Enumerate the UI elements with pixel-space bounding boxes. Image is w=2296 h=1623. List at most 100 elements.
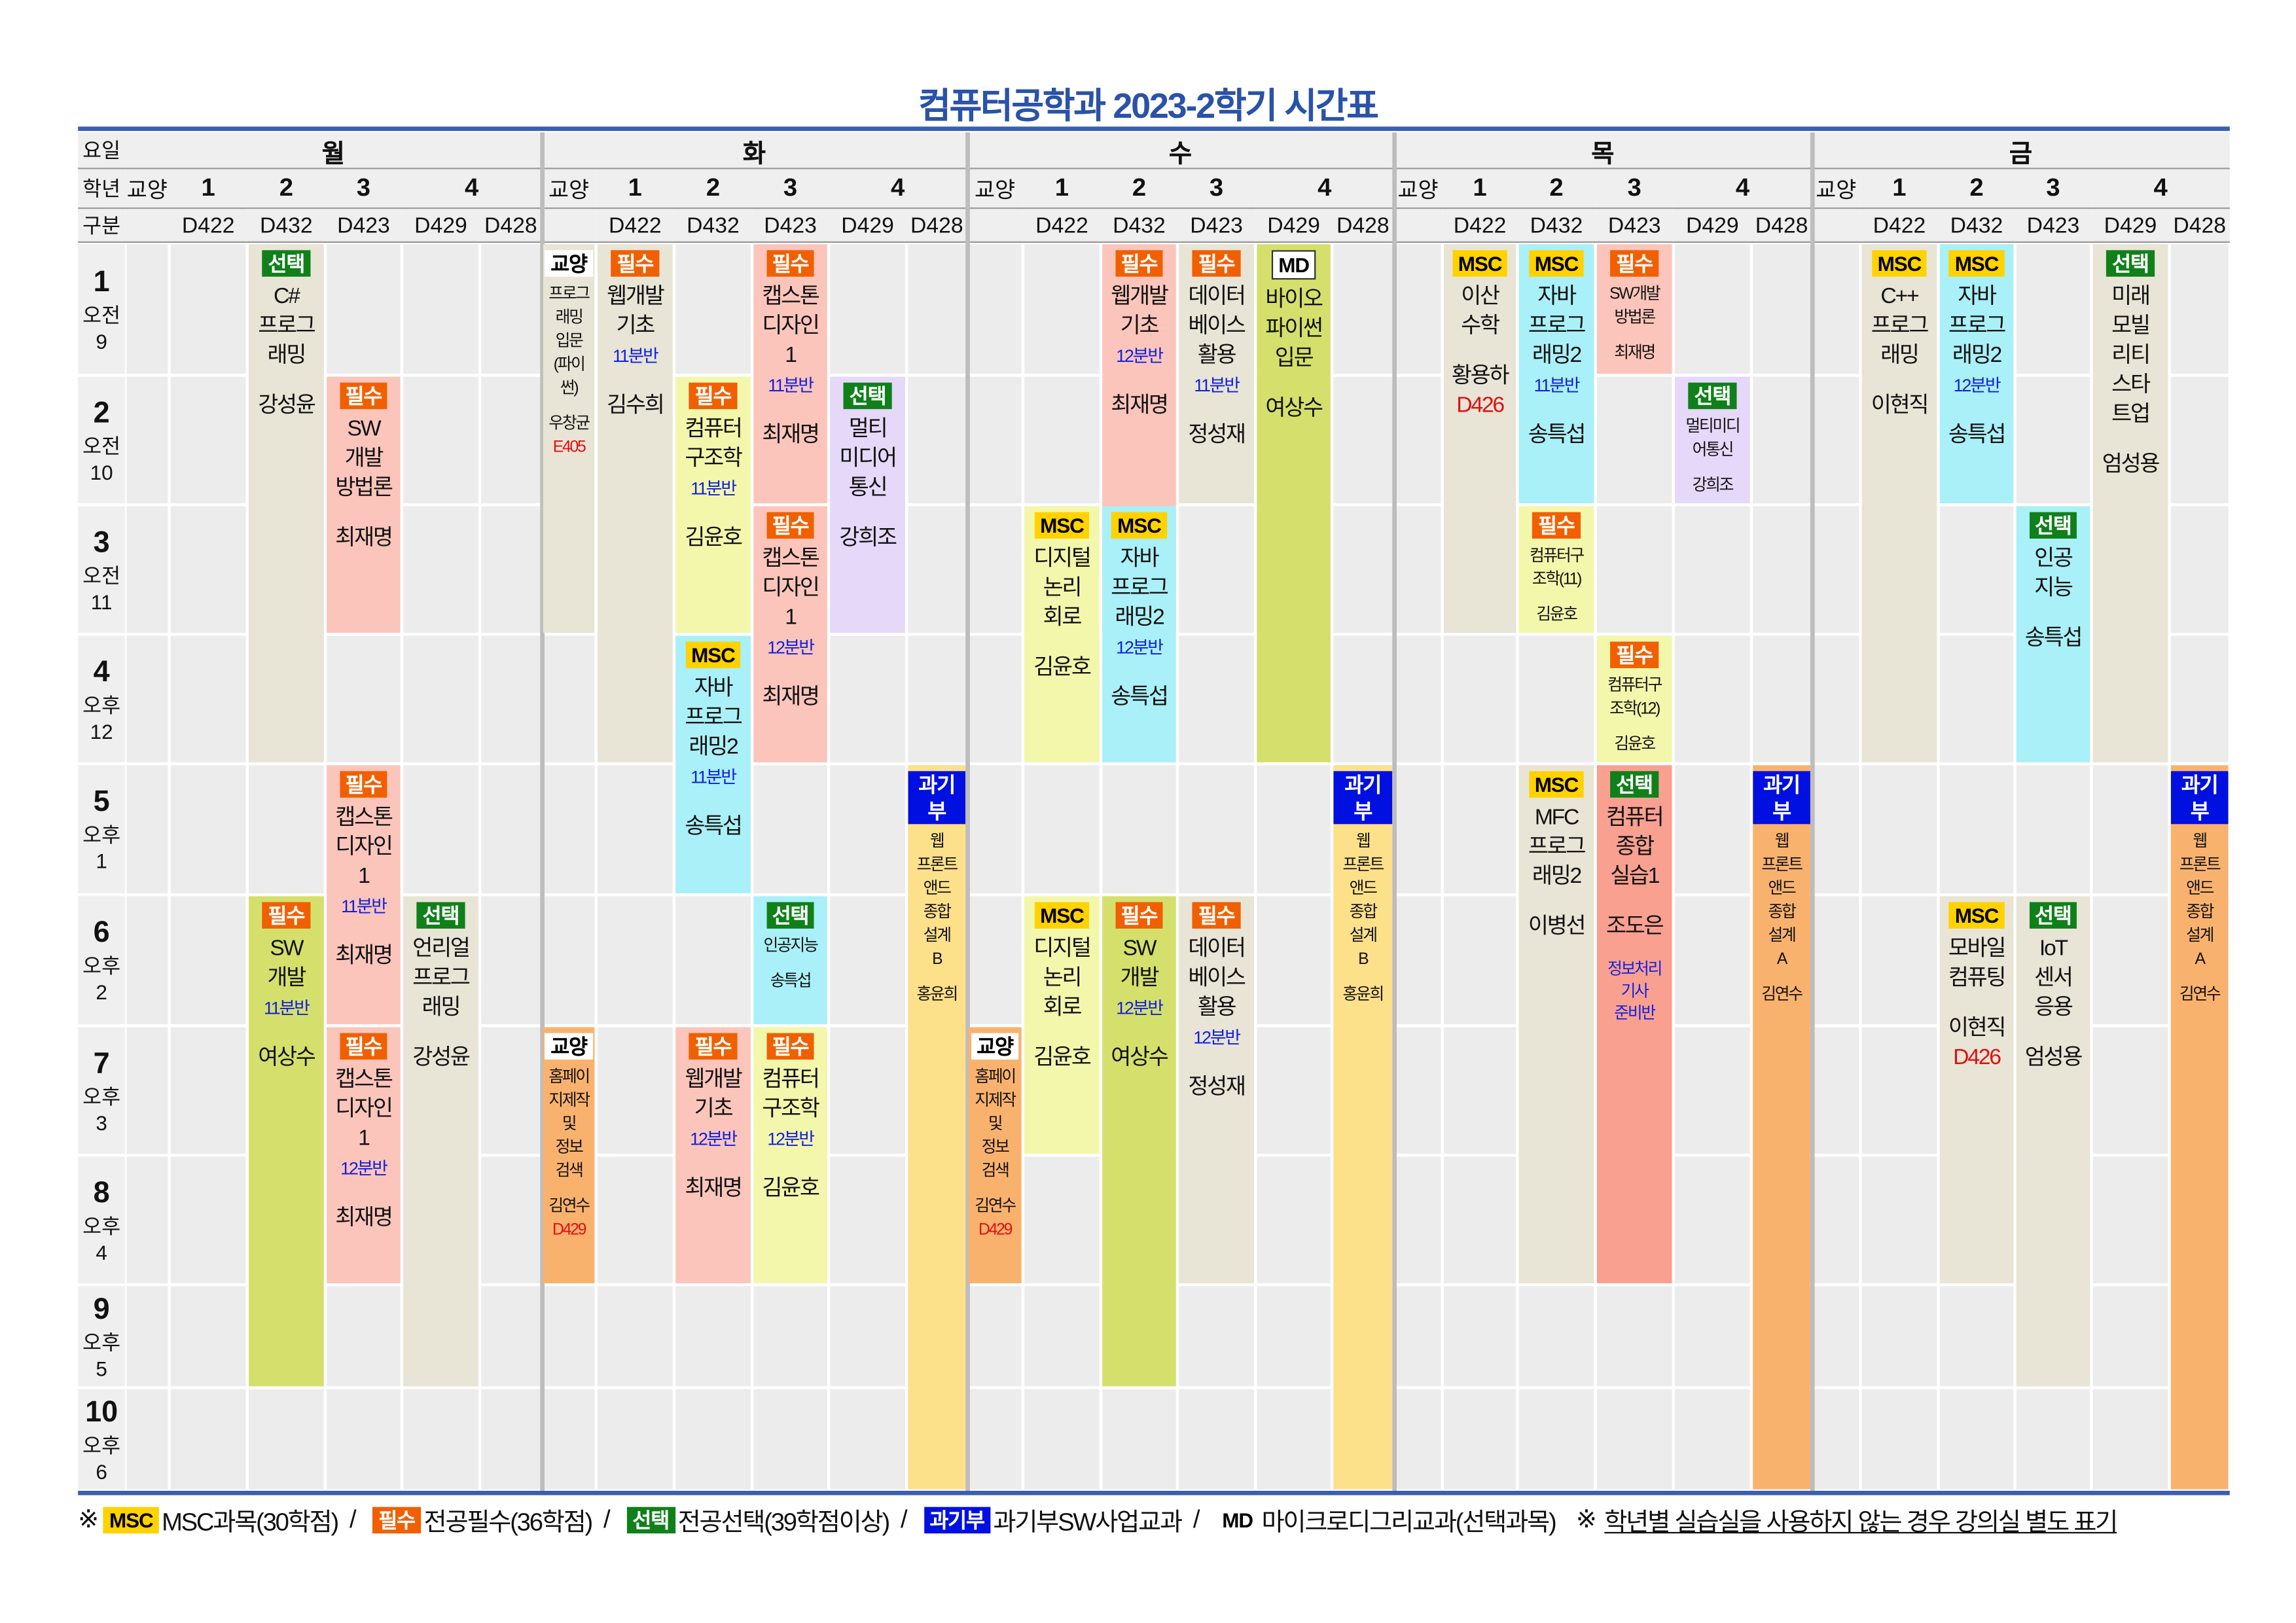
- course-block[interactable]: MSC C++ 프로그 래밍 이현직: [1861, 244, 1937, 762]
- course-title-line: 모빌: [2111, 313, 2151, 339]
- course-block[interactable]: MSC MFC 프로그 래밍2 이병선: [1518, 765, 1594, 1283]
- period-ampm: 오후: [82, 1433, 121, 1457]
- period-number: 9: [93, 1293, 110, 1325]
- course-block[interactable]: MSC 자바 프로그 래밍2 11분반 송특섭: [1518, 244, 1594, 504]
- empty-cell: [830, 244, 905, 374]
- empty-cell: [1395, 765, 1441, 893]
- course-block[interactable]: 필수 SW 개발 11분반 여상수: [249, 896, 324, 1387]
- empty-cell: [1596, 1286, 1672, 1387]
- empty-cell: [2170, 376, 2229, 504]
- course-block[interactable]: MSC 자바 프로그 래밍2 12분반 송특섭: [1939, 244, 2014, 504]
- course-professor: 송특섭: [2024, 625, 2083, 651]
- course-title-line: 개발: [1120, 965, 1160, 991]
- course-professor: 최재명: [335, 525, 393, 551]
- course-title-line: 래밍: [1880, 342, 1920, 368]
- grade-header: 1: [596, 169, 674, 209]
- category-badge: MSC: [1034, 902, 1090, 929]
- course-block[interactable]: 선택 언리얼 프로그 래밍 강성윤: [403, 896, 478, 1387]
- course-title-line: 웹개발: [1111, 283, 1169, 310]
- course-block[interactable]: 필수 데이터 베이스 활용 11분반 정성재: [1179, 244, 1254, 504]
- empty-cell: [1813, 1027, 1859, 1154]
- period-ampm: 오전: [82, 563, 121, 587]
- course-block[interactable]: 과기부 웹 프론트 앤드 종합 설계 A 김연수: [1753, 765, 1810, 1489]
- empty-cell: [2170, 244, 2229, 374]
- course-block[interactable]: 필수 캡스톤 디자인 1 12분반 최재명: [753, 506, 827, 762]
- course-title-line: 프로그: [1111, 575, 1169, 601]
- empty-cell: [170, 896, 246, 1025]
- course-block[interactable]: 과기부 웹 프론트 앤드 종합 설계 B 홍윤희: [1333, 765, 1393, 1489]
- period-number: 7: [93, 1046, 110, 1080]
- room-label: 구분: [78, 209, 126, 243]
- course-title-line: 미디어: [839, 446, 897, 471]
- course-block[interactable]: 필수 캡스톤 디자인 1 11분반 최재명: [327, 765, 401, 1025]
- course-block[interactable]: MD 바이오 파이썬 입문 여상수: [1257, 244, 1331, 762]
- empty-cell: [403, 244, 478, 374]
- room-header: D423: [2015, 209, 2092, 243]
- course-block[interactable]: 교양 홈페이 지제작 및 정보 검색 김연수 D429: [968, 1027, 1022, 1283]
- period-hour: 9: [96, 329, 107, 353]
- course-block[interactable]: 선택 C# 프로그 래밍 강성윤: [249, 244, 324, 762]
- period-hour: 11: [90, 589, 113, 613]
- course-block[interactable]: 과기부 웹 프론트 앤드 종합 설계 B 홍윤희: [908, 765, 966, 1489]
- legend-note-mark: ※: [1575, 1505, 1597, 1533]
- empty-cell: [1675, 765, 1750, 893]
- course-block[interactable]: MSC 자바 프로그 래밍2 12분반 송특섭: [1102, 506, 1176, 762]
- course-block[interactable]: 선택 미래 모빌 리티 스타 트업 엄성용: [2092, 244, 2168, 762]
- course-note: 정보처리: [1607, 961, 1662, 979]
- empty-cell: [126, 376, 168, 504]
- empty-cell: [126, 1389, 168, 1489]
- course-block[interactable]: 필수 캡스톤 디자인 1 12분반 최재명: [327, 1027, 401, 1283]
- course-title-line: 웹: [2193, 832, 2208, 851]
- empty-cell: [1395, 1027, 1441, 1154]
- empty-cell: [753, 1286, 827, 1387]
- course-block[interactable]: 필수 컴퓨터구 조학(11) 김윤호: [1518, 506, 1594, 633]
- course-block[interactable]: 교양 홈페이 지제작 및 정보 검색 김연수 D429: [543, 1027, 595, 1283]
- room-header: D432: [1101, 209, 1177, 243]
- course-title-line: 파이썬: [1265, 316, 1323, 342]
- category-badge: 선택: [1688, 382, 1737, 410]
- course-title-line: 1: [785, 342, 797, 368]
- course-block[interactable]: 필수 컴퓨터구 조학(12) 김윤호: [1596, 635, 1672, 762]
- empty-cell: [2092, 1389, 2168, 1489]
- empty-cell: [1753, 244, 1810, 374]
- course-title-line: 래밍2: [1952, 342, 2002, 368]
- empty-cell: [1813, 376, 1859, 504]
- empty-cell: [1024, 376, 1100, 504]
- course-block[interactable]: 선택 컴퓨터 종합 실습1 조도은 정보처리 기사 준비반: [1596, 765, 1672, 1283]
- course-title-line: 정보: [555, 1139, 584, 1157]
- empty-cell: [481, 635, 541, 762]
- course-title-line: 베이스: [1188, 965, 1246, 991]
- course-title-line: 스타: [2111, 372, 2151, 398]
- course-title-line: 래밍: [422, 995, 461, 1020]
- course-title-line: 종합: [1615, 834, 1655, 860]
- period-label: 5 오후 1: [78, 765, 126, 893]
- course-block[interactable]: 필수 웹개발 기초 12분반 최재명: [675, 1027, 751, 1283]
- course-block[interactable]: MSC 디지털 논리 회로 김윤호: [1024, 896, 1100, 1154]
- course-title-line: 디자인: [762, 575, 820, 601]
- empty-cell: [675, 896, 751, 1025]
- course-block[interactable]: 필수 컴퓨터 구조학 11분반 김윤호: [675, 376, 751, 633]
- course-block[interactable]: 필수 컴퓨터 구조학 12분반 김윤호: [753, 1027, 827, 1283]
- empty-cell: [2016, 765, 2090, 893]
- course-title-line: 이산: [1461, 283, 1500, 310]
- course-block[interactable]: 필수 캡스톤 디자인 1 11분반 최재명: [753, 244, 827, 504]
- course-block[interactable]: MSC 자바 프로그 래밍2 11분반 송특섭: [675, 635, 751, 893]
- period-hour: 3: [96, 1110, 107, 1134]
- course-block[interactable]: MSC 이산 수학 황용하 D426: [1443, 244, 1516, 633]
- course-block[interactable]: 필수 웹개발 기초 11분반 김수희: [597, 244, 673, 762]
- course-block[interactable]: 필수 데이터 베이스 활용 12분반 정성재: [1179, 896, 1254, 1283]
- course-block[interactable]: 선택 IoT 센서 응용 엄성용: [2016, 896, 2090, 1387]
- course-block[interactable]: MSC 모바일 컴퓨팅 이현직 D426: [1939, 896, 2014, 1283]
- course-block[interactable]: 필수 SW 개발 12분반 여상수: [1102, 896, 1176, 1387]
- category-badge: 필수: [766, 1033, 815, 1060]
- course-block[interactable]: 교양 프로그 래밍 입문 (파이 썬) 우창균 E405: [543, 244, 595, 633]
- empty-cell: [1861, 765, 1937, 893]
- course-block[interactable]: 과기부 웹 프론트 앤드 종합 설계 A 김연수: [2170, 765, 2229, 1489]
- course-block[interactable]: MSC 디지털 논리 회로 김윤호: [1024, 506, 1100, 762]
